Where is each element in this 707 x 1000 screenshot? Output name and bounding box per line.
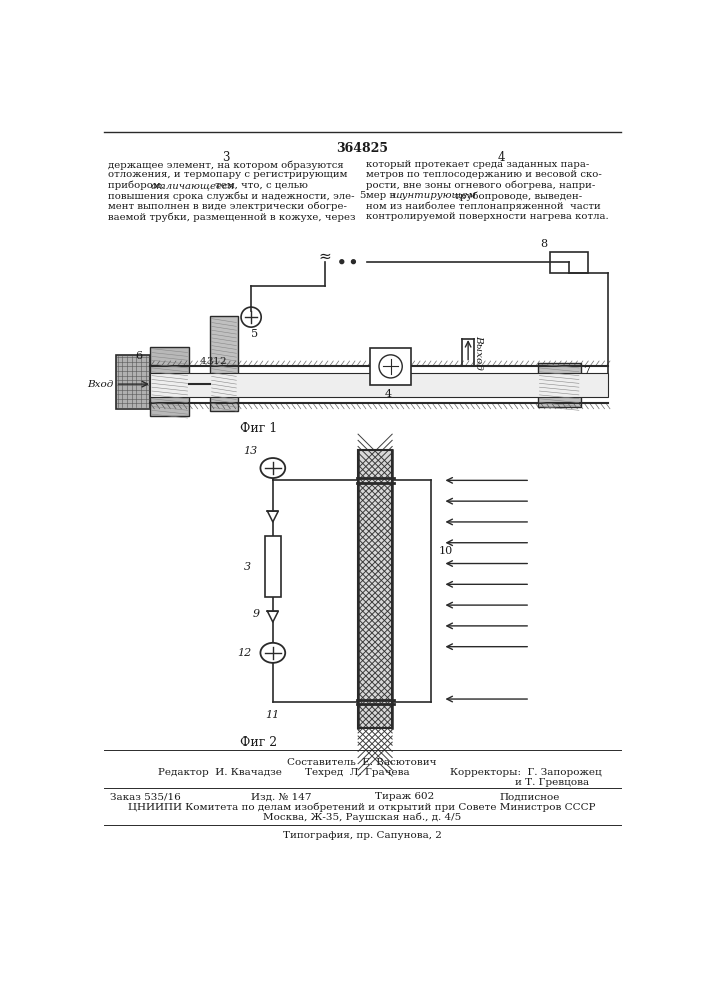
Text: 6: 6 bbox=[136, 351, 143, 361]
Text: отложения, и термопару с регистрирующим: отложения, и термопару с регистрирующим bbox=[107, 170, 347, 179]
Text: ЦНИИПИ Комитета по делам изобретений и открытий при Совете Министров СССР: ЦНИИПИ Комитета по делам изобретений и о… bbox=[128, 802, 596, 812]
Text: Изд. № 147: Изд. № 147 bbox=[251, 792, 312, 801]
Text: Техред  Л. Грачева: Техред Л. Грачева bbox=[305, 768, 410, 777]
Text: мент выполнен в виде электрически обогре-: мент выполнен в виде электрически обогре… bbox=[107, 202, 346, 211]
Text: прибором,: прибором, bbox=[107, 181, 167, 190]
Text: метров по теплосодержанию и весовой ско-: метров по теплосодержанию и весовой ско- bbox=[366, 170, 602, 179]
Text: шунтирующем: шунтирующем bbox=[392, 191, 477, 200]
Bar bbox=[265, 536, 281, 597]
Text: держащее элемент, на котором образуются: держащее элемент, на котором образуются bbox=[107, 160, 344, 170]
Text: отличающееся: отличающееся bbox=[151, 181, 235, 190]
Text: ном из наиболее теплонапряженной  части: ном из наиболее теплонапряженной части bbox=[366, 202, 600, 211]
Text: 2: 2 bbox=[219, 357, 226, 366]
Text: Вход: Вход bbox=[88, 380, 114, 389]
Text: который протекает среда заданных пара-: который протекает среда заданных пара- bbox=[366, 160, 589, 169]
Text: Выход: Выход bbox=[474, 335, 484, 370]
Bar bbox=[358, 450, 392, 728]
Text: и Т. Гревцова: и Т. Гревцова bbox=[450, 778, 590, 787]
Text: Составитель  Е. Васютович: Составитель Е. Васютович bbox=[287, 758, 437, 767]
Text: контролируемой поверхности нагрева котла.: контролируемой поверхности нагрева котла… bbox=[366, 212, 609, 221]
Circle shape bbox=[241, 307, 261, 327]
Text: 4: 4 bbox=[498, 151, 506, 164]
Text: 3: 3 bbox=[222, 151, 229, 164]
Ellipse shape bbox=[260, 458, 285, 478]
Text: Фиг 2: Фиг 2 bbox=[240, 736, 277, 749]
Bar bbox=[549, 252, 588, 273]
Text: Заказ 535/16: Заказ 535/16 bbox=[110, 792, 181, 801]
Ellipse shape bbox=[260, 643, 285, 663]
Text: повышения срока службы и надежности, эле-: повышения срока службы и надежности, эле… bbox=[107, 191, 354, 201]
Text: 4: 4 bbox=[385, 389, 392, 399]
Text: Подписное: Подписное bbox=[499, 792, 559, 801]
Text: тем, что, с целью: тем, что, с целью bbox=[212, 181, 308, 190]
Text: рости, вне зоны огневого обогрева, напри-: рости, вне зоны огневого обогрева, напри… bbox=[366, 181, 595, 190]
Text: 9: 9 bbox=[252, 609, 259, 619]
Circle shape bbox=[351, 260, 356, 264]
Bar bbox=[151, 347, 189, 416]
Text: 1: 1 bbox=[213, 357, 220, 366]
Text: трубопроводе, выведен-: трубопроводе, выведен- bbox=[451, 191, 582, 201]
Text: 3: 3 bbox=[206, 357, 214, 366]
Bar bbox=[370, 348, 411, 385]
Text: ваемой трубки, размещенной в кожухе, через: ваемой трубки, размещенной в кожухе, чер… bbox=[107, 212, 355, 222]
Text: мер в: мер в bbox=[366, 191, 398, 200]
Bar bbox=[115, 355, 151, 409]
Text: 8: 8 bbox=[540, 239, 547, 249]
Text: Корректоры:  Г. Запорожец: Корректоры: Г. Запорожец bbox=[450, 768, 602, 777]
Text: 7: 7 bbox=[583, 366, 590, 376]
Circle shape bbox=[340, 260, 344, 264]
Text: Редактор  И. Квачадзе: Редактор И. Квачадзе bbox=[158, 768, 282, 777]
Bar bbox=[210, 316, 238, 411]
Text: Фиг 1: Фиг 1 bbox=[240, 422, 278, 435]
Text: ≈: ≈ bbox=[318, 249, 331, 264]
Text: 364825: 364825 bbox=[336, 142, 388, 155]
Bar bbox=[538, 363, 580, 407]
Text: 10: 10 bbox=[438, 546, 453, 556]
Text: 13: 13 bbox=[243, 446, 257, 456]
Text: 5: 5 bbox=[358, 191, 365, 200]
Text: Тираж 602: Тираж 602 bbox=[375, 792, 434, 801]
Text: 5: 5 bbox=[252, 329, 259, 339]
Text: 12: 12 bbox=[237, 648, 251, 658]
Text: Москва, Ж-35, Раушская наб., д. 4/5: Москва, Ж-35, Раушская наб., д. 4/5 bbox=[263, 812, 461, 822]
Text: 11: 11 bbox=[266, 710, 280, 720]
Text: Типография, пр. Сапунова, 2: Типография, пр. Сапунова, 2 bbox=[283, 831, 441, 840]
Bar bbox=[151, 373, 607, 397]
Text: 4: 4 bbox=[200, 357, 206, 366]
Text: 3: 3 bbox=[244, 562, 251, 572]
